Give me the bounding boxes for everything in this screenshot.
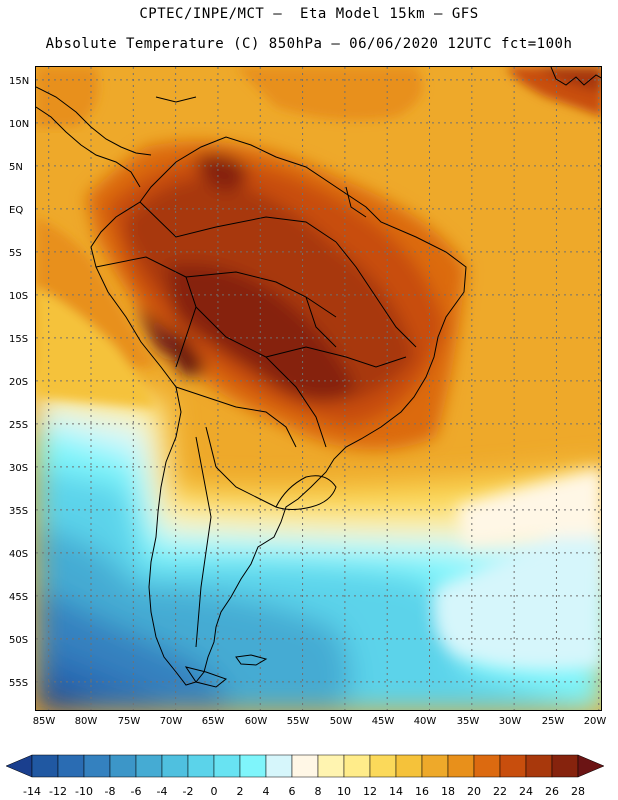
colorbar-swatch (525, 754, 553, 778)
lon-label-85w: 85W (32, 716, 56, 727)
cb-label: 22 (493, 785, 507, 798)
colorbar-swatch (369, 754, 397, 778)
colorbar-swatch (395, 754, 423, 778)
field-continental-warm (86, 141, 466, 450)
colorbar-swatch (135, 754, 163, 778)
colorbar-swatch (161, 754, 189, 778)
cb-label: 16 (415, 785, 429, 798)
colorbar-swatch (473, 754, 501, 778)
cb-label: 2 (236, 785, 244, 798)
cb-label: 8 (314, 785, 322, 798)
color-scale-bar (5, 754, 605, 778)
cb-label: -14 (23, 785, 41, 798)
lat-label-5n: 5N (9, 162, 23, 173)
cb-label: -12 (49, 785, 67, 798)
cb-label: 24 (519, 785, 533, 798)
colorbar-swatch (187, 754, 215, 778)
lon-label-30w: 30W (498, 716, 522, 727)
colorbar-swatch (213, 754, 241, 778)
colorbar-swatch (317, 754, 345, 778)
chart-title-line-1: CPTEC/INPE/MCT – Eta Model 15km – GFS (139, 6, 479, 22)
lon-label-80w: 80W (74, 716, 98, 727)
chart-title-line-2: Absolute Temperature (C) 850hPa – 06/06/… (45, 36, 573, 52)
colorbar-right-arrow (577, 754, 605, 778)
lat-label-15s: 15S (9, 334, 29, 345)
colorbar-swatch (447, 754, 475, 778)
lon-label-60w: 60W (244, 716, 268, 727)
field-pacific-coast (36, 217, 156, 407)
colorbar-swatch (343, 754, 371, 778)
temperature-map (35, 66, 602, 711)
coastlines (36, 67, 601, 688)
colorbar-swatch (31, 754, 59, 778)
colorbar-swatch (83, 754, 111, 778)
cb-label: -10 (75, 785, 93, 798)
cb-label: 0 (210, 785, 218, 798)
lat-lon-grid (36, 67, 601, 710)
cb-label: -2 (182, 785, 194, 798)
lat-label-10s: 10S (9, 291, 29, 302)
cb-label: 20 (467, 785, 481, 798)
lon-label-20w: 20W (583, 716, 607, 727)
cb-label: 10 (337, 785, 351, 798)
cb-label: 14 (389, 785, 403, 798)
colorbar-swatch (291, 754, 319, 778)
colorbar-swatch (239, 754, 267, 778)
lon-label-45w: 45W (371, 716, 395, 727)
colorbar-swatch (57, 754, 85, 778)
lat-label-40s: 40S (9, 549, 29, 560)
cb-label: 12 (363, 785, 377, 798)
lat-label-50s: 50S (9, 635, 29, 646)
colorbar-swatch (109, 754, 137, 778)
lat-label-5s: 5S (9, 248, 22, 259)
colorbar-swatch (421, 754, 449, 778)
lon-label-75w: 75W (117, 716, 141, 727)
cb-label: 6 (288, 785, 296, 798)
colorbar-swatch (499, 754, 527, 778)
lon-label-25w: 25W (541, 716, 565, 727)
lon-label-70w: 70W (159, 716, 183, 727)
cb-label: 4 (262, 785, 270, 798)
lat-label-20s: 20S (9, 377, 29, 388)
cb-label: -8 (104, 785, 116, 798)
cb-label: -4 (156, 785, 168, 798)
lat-label-10n: 10N (9, 119, 30, 130)
cb-label: 26 (545, 785, 559, 798)
lat-label-15n: 15N (9, 76, 30, 87)
field-cold-bands (36, 367, 601, 710)
cb-label: -6 (130, 785, 142, 798)
colorbar-swatch (551, 754, 579, 778)
cb-label: 18 (441, 785, 455, 798)
lat-label-30s: 30S (9, 463, 29, 474)
lon-label-35w: 35W (456, 716, 480, 727)
lon-label-50w: 50W (329, 716, 353, 727)
field-southeast-tongue (433, 467, 601, 671)
lon-label-40w: 40W (413, 716, 437, 727)
colorbar-left-arrow (5, 754, 33, 778)
field-northeast-warm (36, 67, 601, 127)
colorbar-swatch (265, 754, 293, 778)
lat-label-25s: 25S (9, 420, 29, 431)
lat-label-55s: 55S (9, 678, 29, 689)
lon-label-55w: 55W (286, 716, 310, 727)
lat-label-eq: EQ (9, 205, 24, 216)
lat-label-45s: 45S (9, 592, 29, 603)
map-canvas (36, 67, 601, 710)
lon-label-65w: 65W (201, 716, 225, 727)
lat-label-35s: 35S (9, 506, 29, 517)
cb-label: 28 (571, 785, 585, 798)
